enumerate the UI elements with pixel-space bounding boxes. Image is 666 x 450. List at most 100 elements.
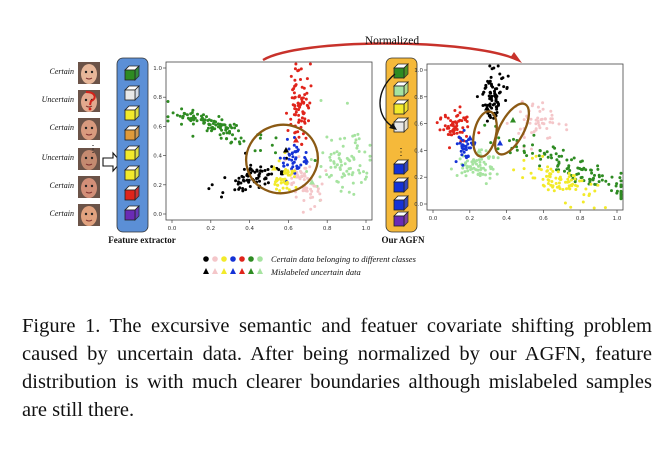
scatter-point: [304, 189, 308, 193]
scatter-point: [302, 111, 306, 115]
scatter-point: [263, 182, 267, 186]
scatter-point: [299, 67, 303, 71]
face-label: Certain: [50, 123, 74, 132]
y-tick-label: 0.2: [153, 183, 162, 189]
scatter-point: [449, 167, 453, 171]
scatter-point: [305, 91, 309, 95]
scatter-point: [350, 154, 354, 158]
scatter-point: [224, 126, 228, 130]
scatter-point: [191, 134, 195, 138]
scatter-point: [551, 184, 555, 188]
scatter-point: [451, 124, 455, 128]
scatter-point: [230, 126, 234, 130]
face-skin: [81, 178, 97, 198]
scatter-point: [475, 162, 478, 166]
scatter-point: [318, 192, 322, 196]
scatter-point: [285, 186, 289, 190]
scatter-point: [523, 151, 526, 155]
scatter-point: [292, 160, 296, 164]
scatter-point: [466, 169, 470, 173]
scatter-point: [220, 195, 223, 199]
scatter-point: [481, 92, 485, 96]
scatter-point: [208, 123, 212, 127]
scatter-point: [442, 128, 446, 132]
scatter-point: [496, 156, 500, 160]
scatter-point: [351, 181, 355, 185]
scatter-point: [327, 175, 331, 179]
scatter-point: [242, 179, 246, 183]
mislabeled-triangle: [467, 135, 473, 141]
scatter-point: [443, 124, 447, 128]
scatter-point: [306, 104, 310, 108]
scatter-point: [564, 123, 568, 127]
mislabeled-triangle: [283, 147, 289, 153]
scatter-point: [244, 188, 248, 192]
legend-uncertain-marker: [212, 268, 218, 274]
scatter-point: [288, 153, 291, 157]
scatter-point: [259, 133, 263, 137]
scatter-point: [237, 129, 240, 133]
scatter-point: [572, 156, 576, 160]
cube-icon: [393, 195, 409, 211]
scatter-point: [349, 166, 352, 170]
scatter-point: [464, 148, 468, 152]
scatter-point: [274, 151, 277, 155]
scatter-point: [469, 168, 473, 171]
scatter-point: [482, 166, 485, 170]
scatter-point: [603, 206, 607, 210]
scatter-point: [497, 136, 501, 140]
scatter-point: [287, 157, 291, 161]
scatter-point: [446, 133, 450, 136]
face-eye: [84, 212, 88, 216]
scatter-point: [489, 82, 493, 86]
scatter-point: [325, 173, 329, 177]
x-tick-label: 0.4: [502, 216, 511, 222]
scatter-point: [296, 101, 300, 105]
scatter-point: [593, 182, 597, 186]
face-label: Certain: [50, 181, 74, 190]
scatter-point: [472, 158, 476, 162]
scatter-point: [233, 126, 237, 130]
scatter-point: [462, 128, 466, 132]
scatter-point: [567, 164, 571, 168]
scatter-point: [192, 118, 196, 122]
scatter-point: [220, 118, 224, 122]
legend-certain-marker: [248, 256, 254, 262]
scatter-point: [574, 188, 578, 191]
scatter-point: [293, 67, 297, 71]
scatter-point: [610, 175, 614, 179]
scatter-point: [487, 114, 491, 118]
scatter-point: [530, 131, 534, 135]
scatter-point: [556, 170, 560, 174]
scatter-point: [495, 172, 499, 176]
scatter-point: [221, 191, 225, 195]
legend-certain-marker: [257, 256, 263, 262]
scatter-point: [517, 131, 521, 135]
scatter-point: [521, 176, 525, 180]
scatter-point: [296, 149, 300, 153]
scatter-point: [549, 117, 553, 121]
feature-extractor-label: Feature extractor: [108, 235, 176, 245]
scatter-point: [255, 177, 258, 180]
scatter-point: [545, 169, 549, 173]
scatter-point: [297, 113, 301, 117]
scatter-point: [300, 100, 304, 104]
face-mouth: [85, 219, 93, 222]
scatter-point: [458, 105, 462, 109]
scatter-point: [546, 182, 550, 185]
scatter-point: [231, 133, 234, 137]
scatter-point: [219, 136, 223, 140]
scatter-point: [530, 156, 534, 160]
scatter-point: [464, 139, 468, 143]
scatter-point: [500, 77, 504, 81]
scatter-point: [444, 115, 447, 119]
scatter-point: [531, 102, 535, 106]
scatter-point: [484, 103, 487, 107]
scatter-point: [619, 190, 623, 194]
scatter-point: [180, 122, 183, 126]
cube-icon: [124, 145, 140, 161]
scatter-point: [477, 158, 481, 162]
scatter-point: [303, 172, 306, 176]
scatter-point: [284, 171, 288, 175]
right-ellipse-right: [493, 102, 531, 156]
